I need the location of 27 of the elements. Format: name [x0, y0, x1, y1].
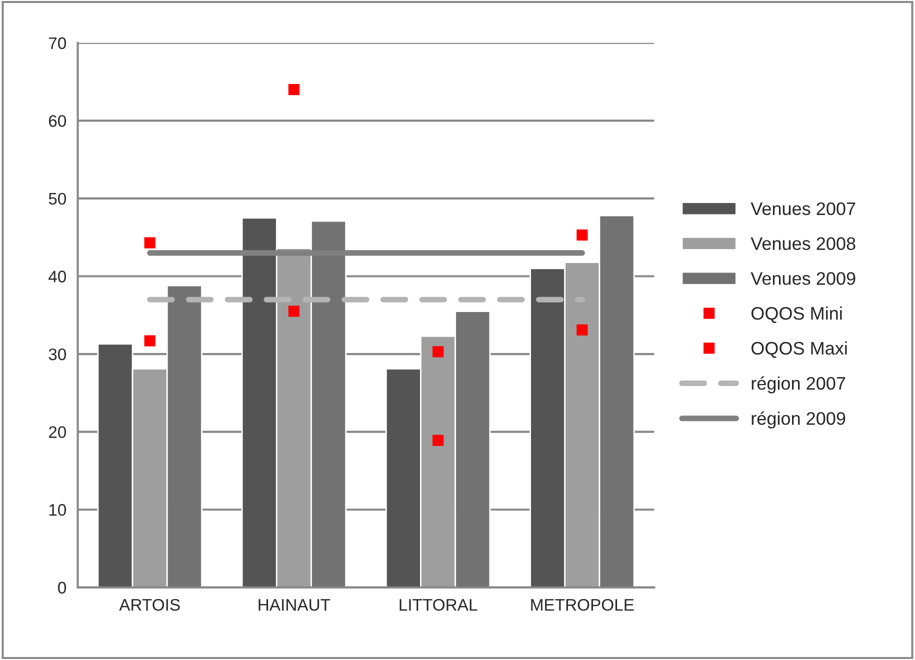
y-tick-label: 0: [58, 582, 66, 594]
legend-label: OQOS Maxi: [751, 341, 847, 358]
point: [432, 434, 444, 446]
y-tick-label: 10: [49, 504, 66, 516]
point: [288, 306, 300, 317]
x-tick-label: HAINAUT: [258, 599, 330, 611]
x-tick-label: ARTOIS: [119, 598, 180, 611]
legend-label: Venues 2008: [750, 237, 856, 250]
x-tick-label: METROPOLE: [531, 598, 634, 611]
point: [432, 346, 444, 358]
y-tick-label: 70: [48, 37, 66, 50]
point: [144, 335, 156, 346]
point: [576, 229, 588, 241]
legend-label: Venues 2007: [750, 202, 856, 216]
point: [288, 84, 300, 96]
point: [144, 237, 156, 248]
y-tick-label: 40: [48, 270, 66, 282]
y-tick-label: 60: [48, 115, 66, 127]
legend-label: région 2007: [752, 376, 846, 394]
legend-label: région 2009: [752, 411, 846, 428]
point: [576, 324, 588, 336]
y-tick-label: 20: [48, 426, 66, 438]
x-tick-label: LITTORAL: [400, 598, 478, 611]
legend-label: OQOS Mini: [751, 306, 842, 324]
y-tick-label: 50: [48, 192, 66, 205]
y-tick-label: 30: [48, 348, 66, 360]
legend-label: Venues 2009: [750, 272, 856, 285]
